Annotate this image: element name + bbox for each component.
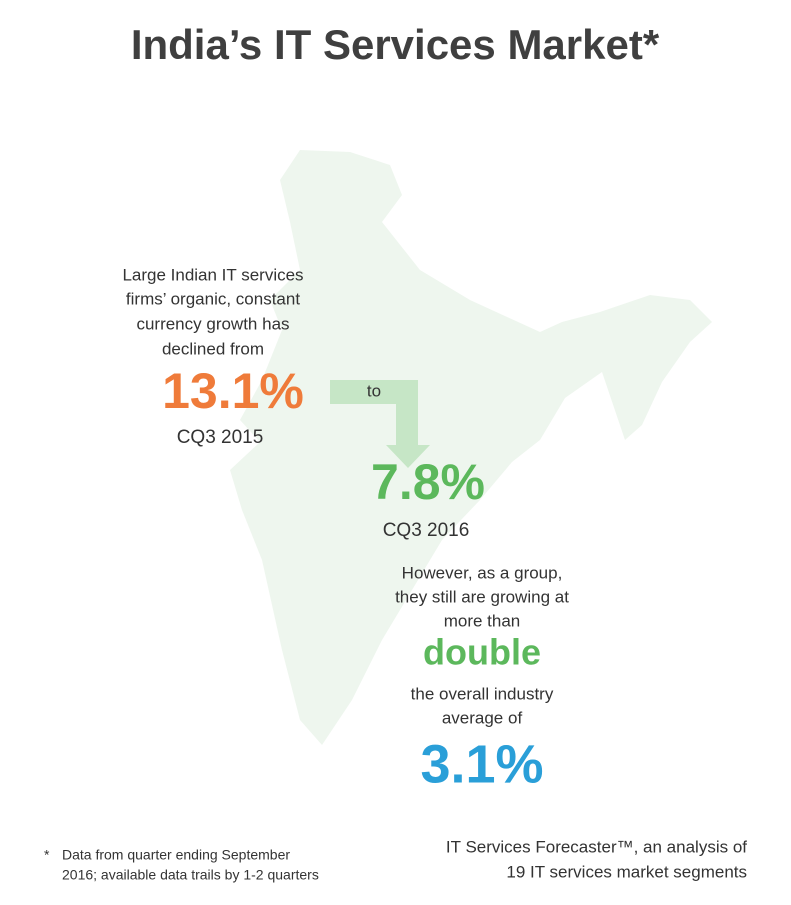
emphasis: double xyxy=(423,632,541,673)
to-period: CQ3 2016 xyxy=(383,520,470,541)
india-map xyxy=(230,150,712,745)
overall-line: the overall industry xyxy=(411,684,554,703)
arrow xyxy=(330,380,430,468)
connector: to xyxy=(367,381,381,400)
intro-line: currency growth has xyxy=(136,314,289,333)
footnote-marker: * xyxy=(44,847,50,863)
overall-line: average of xyxy=(442,708,523,727)
industry-value: 3.1% xyxy=(420,734,543,794)
to-value: 7.8% xyxy=(371,454,485,510)
however-line: However, as a group, xyxy=(402,563,563,582)
intro-line: firms’ organic, constant xyxy=(126,289,300,308)
intro-line: declined from xyxy=(162,339,264,358)
from-value: 13.1% xyxy=(162,363,304,419)
intro-line: Large Indian IT services xyxy=(122,265,303,284)
footnote-line: Data from quarter ending September xyxy=(62,847,290,863)
title: India’s IT Services Market* xyxy=(131,21,660,68)
however-line: more than xyxy=(444,611,521,630)
footnote-line: 2016; available data trails by 1-2 quart… xyxy=(62,867,319,883)
however-line: they still are growing at xyxy=(395,587,569,606)
from-period: CQ3 2015 xyxy=(177,427,264,448)
source-line: IT Services Forecaster™, an analysis of xyxy=(446,837,747,856)
source-line: 19 IT services market segments xyxy=(506,862,747,881)
